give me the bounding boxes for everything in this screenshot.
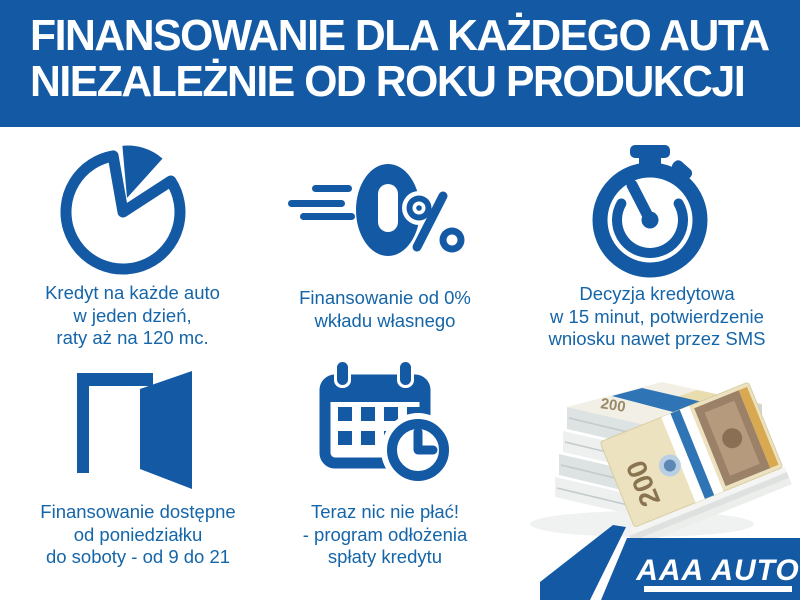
logo-underline bbox=[644, 586, 792, 592]
caption-opening-hours: Finansowanie dostępne od poniedziałku do… bbox=[40, 501, 236, 567]
calendar-clock-icon bbox=[319, 360, 455, 487]
stopwatch-icon bbox=[592, 145, 708, 278]
caption-loan-any-car: Kredyt na każde auto w jeden dzień, raty… bbox=[45, 282, 220, 348]
logo-stripe bbox=[540, 525, 626, 600]
open-door-icon bbox=[77, 371, 192, 489]
speed-line bbox=[312, 185, 352, 192]
logo-banner bbox=[601, 538, 800, 600]
caption-credit-decision: Decyzja kredytowa w 15 minut, potwierdze… bbox=[548, 283, 766, 349]
headline-line-1: FINANSOWANIE DLA KAŻDEGO AUTA bbox=[30, 11, 770, 60]
header-banner: FINANSOWANIE DLA KAŻDEGO AUTA NIEZALEŻNI… bbox=[0, 0, 800, 127]
pie-chart-icon bbox=[60, 145, 186, 275]
speed-line bbox=[300, 213, 355, 220]
money-stacks-photo: 200 200 bbox=[530, 382, 792, 542]
zero-percent-icon bbox=[288, 164, 465, 256]
caption-pay-later: Teraz nic nie płać! - program odłożenia … bbox=[302, 501, 468, 567]
caption-zero-percent: Finansowanie od 0% wkładu własnego bbox=[299, 287, 471, 331]
speed-line bbox=[288, 200, 345, 207]
headline-line-2: NIEZALEŻNIE OD ROKU PRODUKCJI bbox=[30, 57, 746, 106]
svg-text:200: 200 bbox=[599, 395, 626, 416]
aaa-auto-logo: AAA AUTO bbox=[540, 525, 800, 600]
logo-text: AAA AUTO bbox=[635, 554, 800, 587]
